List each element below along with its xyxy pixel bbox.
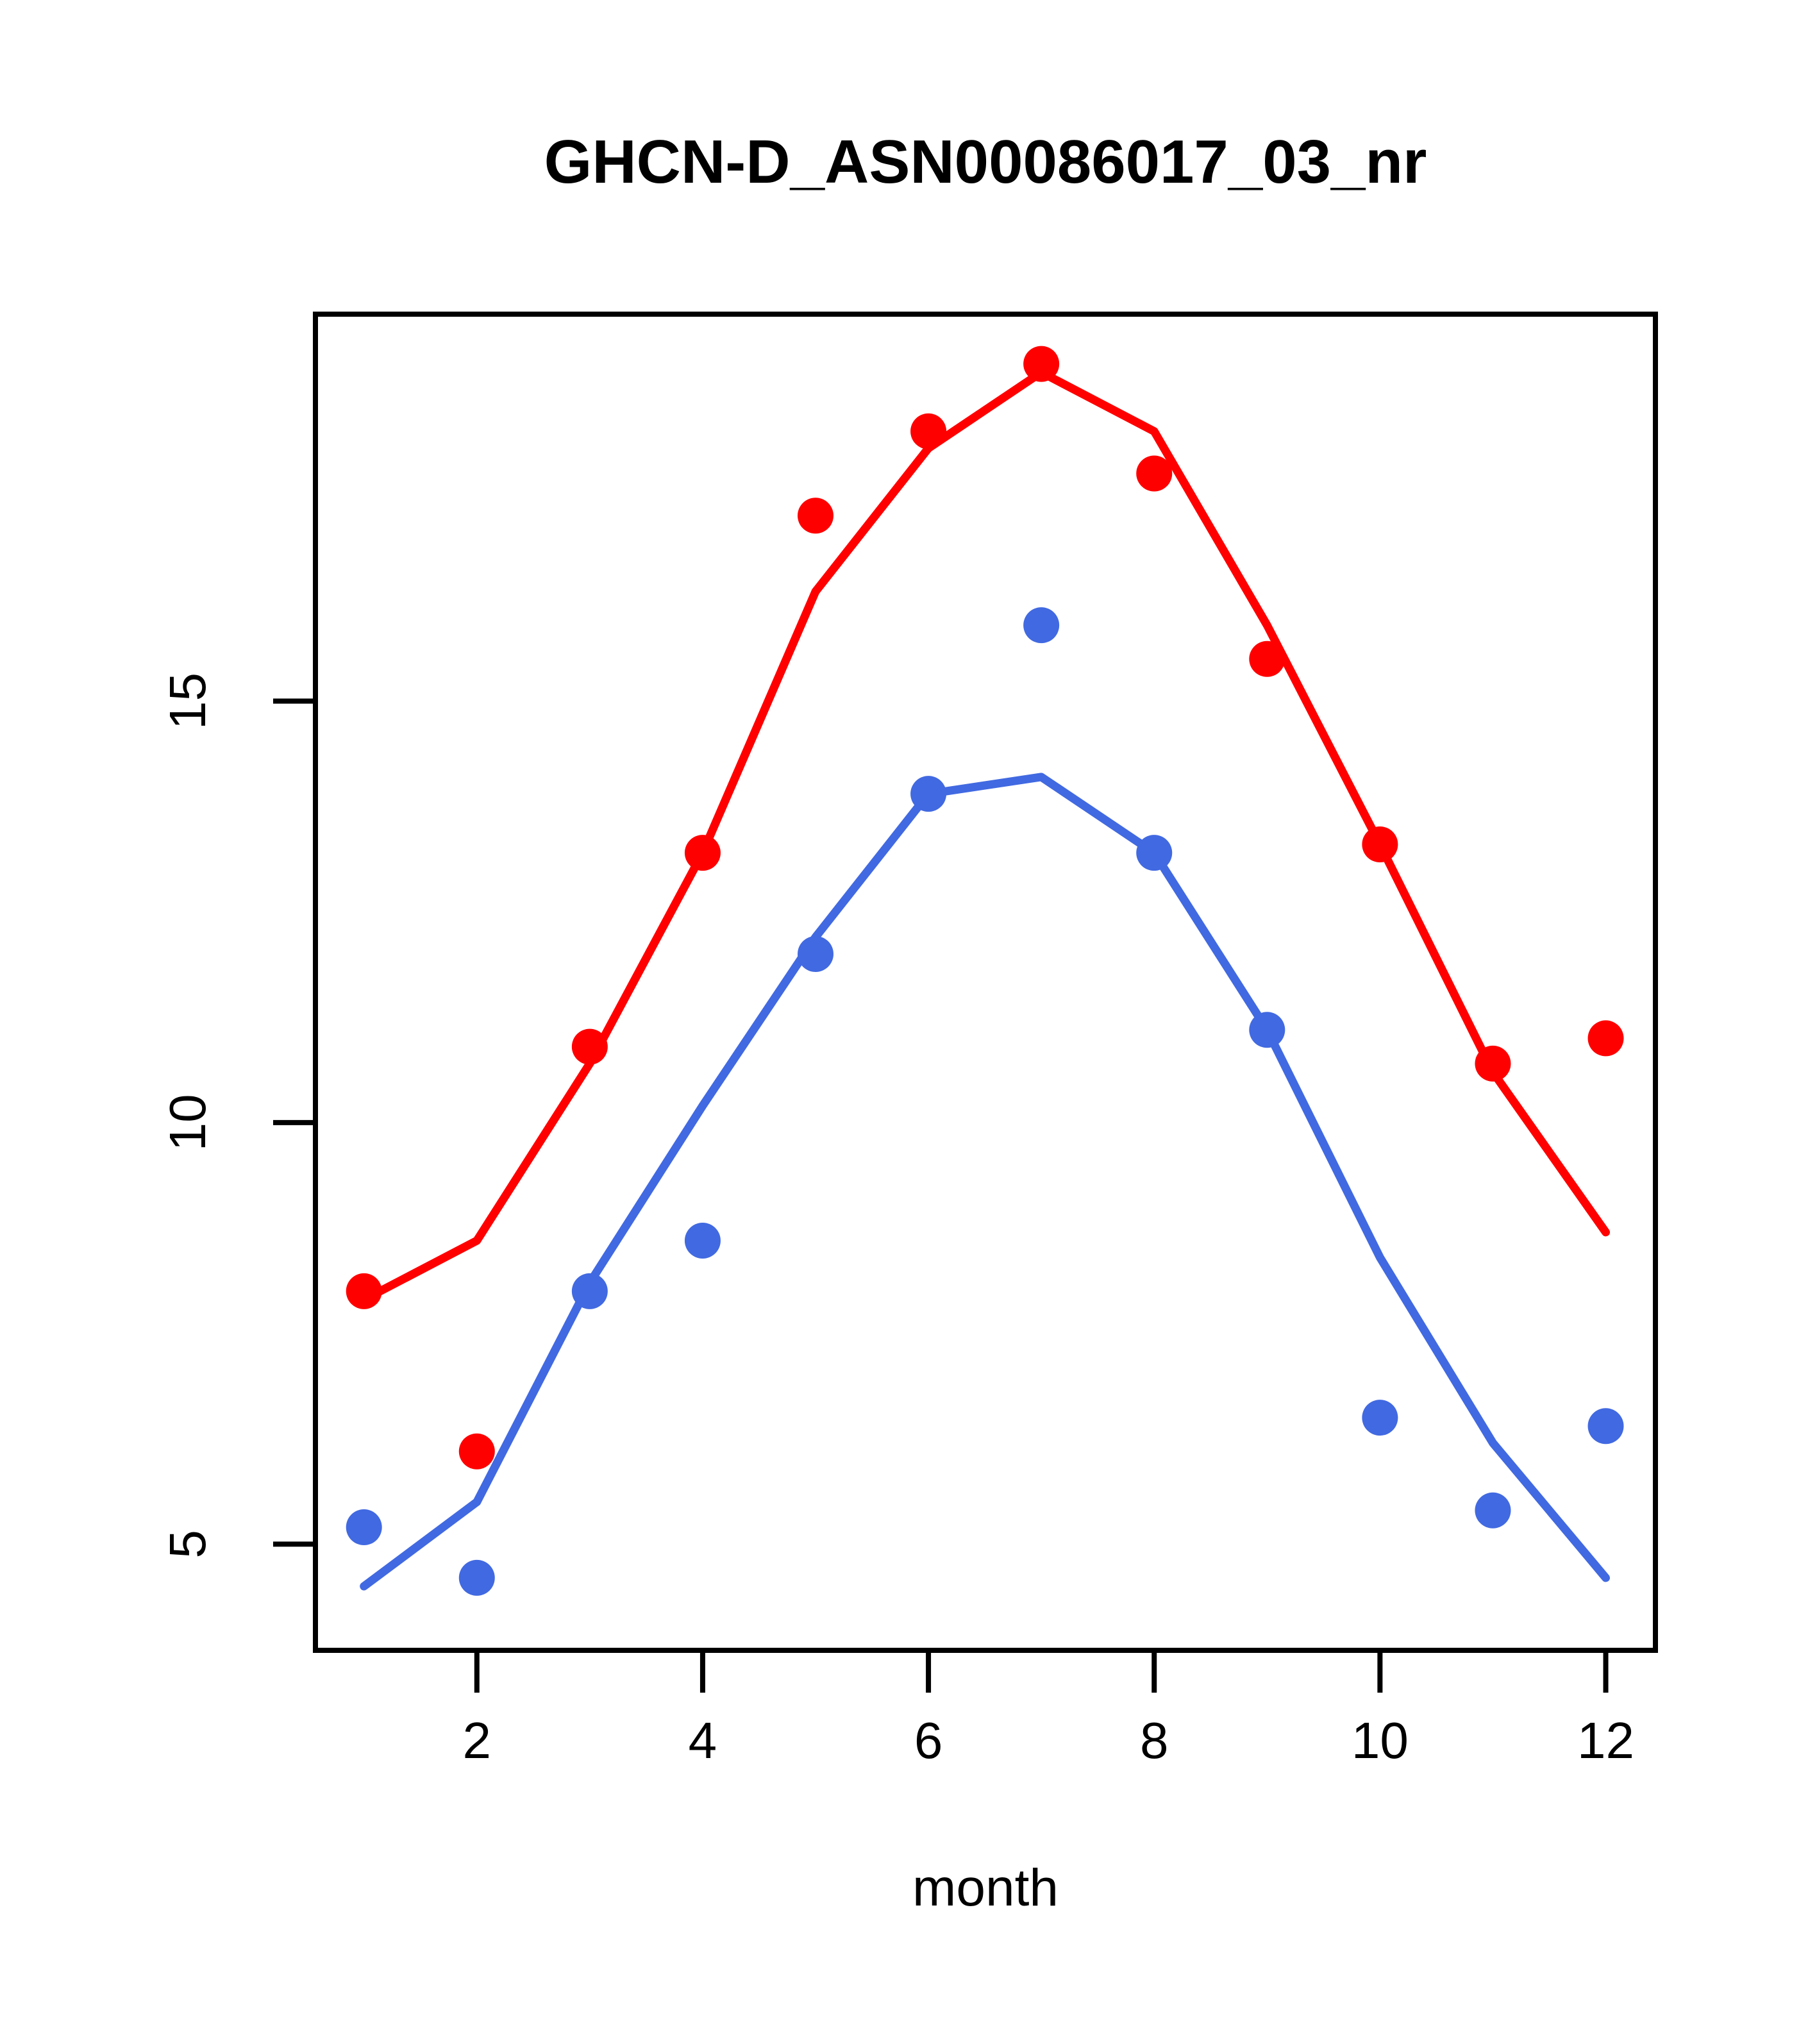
- plot-box: [313, 312, 1658, 1653]
- x-tick-label: 10: [1352, 1712, 1409, 1769]
- red-point: [684, 835, 721, 871]
- red-point: [346, 1273, 382, 1309]
- red-point: [571, 1028, 608, 1065]
- blue-point: [1249, 1012, 1285, 1048]
- y-tick-label: 10: [159, 1094, 216, 1151]
- red-point: [1475, 1045, 1511, 1082]
- x-tick-label: 12: [1577, 1712, 1634, 1769]
- red-line: [360, 368, 1611, 1304]
- x-axis-label: month: [912, 1859, 1059, 1917]
- red-point: [1249, 641, 1285, 677]
- blue-line: [360, 773, 1611, 1591]
- blue-point: [798, 935, 834, 972]
- blue-point: [910, 776, 947, 812]
- blue-point: [1475, 1492, 1511, 1529]
- y-tick-label: 15: [159, 673, 216, 730]
- blue-point: [1362, 1400, 1398, 1436]
- blue-point: [684, 1222, 721, 1259]
- x-tick-label: 2: [463, 1712, 492, 1769]
- red-point: [798, 498, 834, 534]
- blue-point: [571, 1273, 608, 1309]
- chart-title: GHCN-D_ASN00086017_03_nr: [544, 128, 1427, 196]
- x-tick-label: 8: [1140, 1712, 1169, 1769]
- blue-point: [1023, 607, 1060, 644]
- red-point: [1023, 346, 1060, 382]
- blue-point: [346, 1509, 382, 1546]
- y-tick-label: 5: [159, 1530, 216, 1559]
- x-tick-label: 6: [914, 1712, 943, 1769]
- red-point: [1587, 1020, 1624, 1057]
- x-tick-label: 4: [689, 1712, 717, 1769]
- red-point: [1136, 455, 1173, 492]
- red-point: [1362, 826, 1398, 863]
- blue-point: [458, 1559, 495, 1596]
- red-point: [458, 1433, 495, 1470]
- blue-point: [1136, 835, 1173, 871]
- red-point: [910, 413, 947, 449]
- blue-point: [1587, 1408, 1624, 1445]
